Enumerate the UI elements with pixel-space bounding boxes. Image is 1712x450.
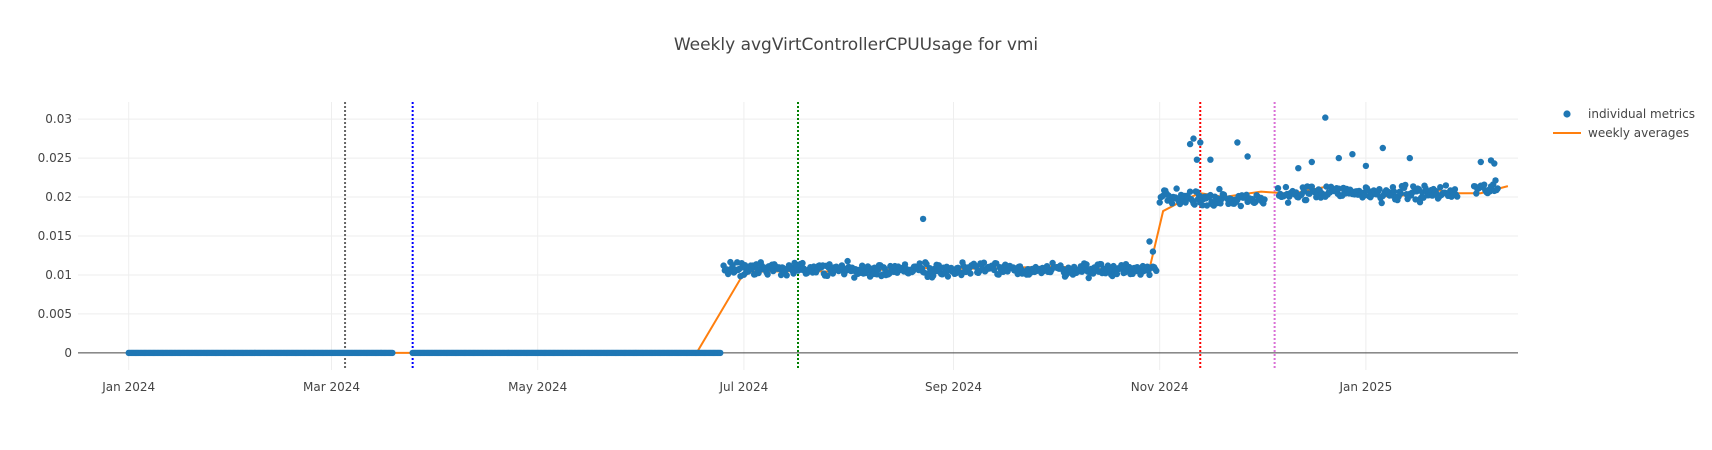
data-point bbox=[1282, 183, 1290, 191]
data-point bbox=[826, 261, 833, 268]
data-point bbox=[1308, 158, 1316, 166]
data-point bbox=[1442, 182, 1450, 189]
data-point bbox=[1186, 188, 1194, 195]
legend: individual metrics weekly averages bbox=[1553, 107, 1695, 140]
data-point bbox=[972, 263, 980, 270]
data-point bbox=[980, 259, 988, 266]
y-tick-label: 0.025 bbox=[38, 151, 72, 165]
data-point bbox=[1207, 156, 1214, 163]
data-point bbox=[1378, 199, 1385, 207]
data-point bbox=[1494, 185, 1501, 192]
data-point bbox=[1402, 181, 1409, 189]
y-tick-label: 0.005 bbox=[38, 307, 72, 321]
y-tick-label: 0 bbox=[64, 346, 72, 360]
vertical-markers bbox=[344, 102, 1276, 370]
data-point bbox=[1362, 162, 1370, 170]
data-point bbox=[1156, 199, 1163, 206]
data-point bbox=[1451, 186, 1459, 193]
data-point bbox=[729, 262, 736, 269]
data-point bbox=[1168, 200, 1176, 207]
x-tick-label: Jul 2024 bbox=[718, 380, 768, 394]
data-point bbox=[1274, 185, 1282, 192]
legend-label-individual-metrics: individual metrics bbox=[1588, 107, 1695, 121]
y-tick-label: 0.01 bbox=[45, 268, 72, 282]
data-point bbox=[844, 257, 851, 265]
x-tick-label: May 2024 bbox=[508, 380, 567, 394]
data-point bbox=[1085, 274, 1092, 282]
data-point bbox=[764, 271, 771, 278]
data-point bbox=[1295, 165, 1302, 172]
legend-label-weekly-averages: weekly averages bbox=[1588, 126, 1689, 140]
x-tick-label: Mar 2024 bbox=[303, 380, 360, 394]
data-point bbox=[1237, 202, 1245, 210]
legend-marker-individual-metrics bbox=[1563, 110, 1571, 118]
data-point bbox=[1149, 248, 1157, 255]
data-point bbox=[1349, 151, 1356, 158]
data-point bbox=[1191, 201, 1198, 208]
data-point bbox=[1406, 154, 1414, 162]
x-tick-label: Nov 2024 bbox=[1131, 380, 1189, 394]
data-point bbox=[1146, 238, 1153, 245]
data-point bbox=[1481, 181, 1488, 188]
chart-title: Weekly avgVirtControllerCPUUsage for vmi bbox=[674, 35, 1038, 55]
data-point bbox=[1113, 270, 1121, 278]
data-point bbox=[1323, 183, 1330, 190]
data-point bbox=[1437, 184, 1444, 191]
data-point bbox=[1379, 144, 1387, 152]
data-point bbox=[1193, 156, 1201, 163]
data-point bbox=[1186, 140, 1194, 148]
data-point bbox=[1491, 160, 1498, 167]
data-point bbox=[1397, 190, 1405, 197]
x-axis-ticks: Jan 2024 Mar 2024 May 2024 Jul 2024 Sep 2024… bbox=[101, 380, 1392, 394]
data-point bbox=[799, 259, 806, 267]
data-point bbox=[824, 272, 831, 279]
data-point bbox=[1203, 202, 1211, 209]
data-point bbox=[1454, 193, 1461, 200]
data-point bbox=[1244, 153, 1251, 160]
data-point bbox=[1197, 139, 1204, 146]
data-point bbox=[1173, 185, 1180, 192]
data-point bbox=[1335, 154, 1343, 162]
data-point bbox=[1492, 177, 1499, 184]
data-point bbox=[1153, 267, 1160, 274]
x-tick-label: Jan 2025 bbox=[1338, 380, 1392, 394]
data-point bbox=[1390, 188, 1398, 195]
x-tick-label: Jan 2024 bbox=[101, 380, 155, 394]
data-point bbox=[1303, 196, 1310, 204]
data-point bbox=[717, 349, 724, 357]
data-point bbox=[1234, 139, 1241, 146]
y-tick-label: 0.02 bbox=[45, 190, 72, 204]
data-point bbox=[1083, 261, 1090, 268]
data-point bbox=[874, 266, 882, 274]
data-point bbox=[1261, 196, 1268, 203]
data-point bbox=[1146, 271, 1153, 279]
data-point bbox=[389, 349, 396, 357]
data-point bbox=[916, 260, 923, 267]
y-axis-ticks: 0 0.005 0.01 0.015 0.02 0.025 0.03 bbox=[38, 112, 72, 360]
data-point bbox=[944, 273, 952, 280]
data-point bbox=[783, 272, 790, 279]
individual-metrics-layer bbox=[125, 114, 1501, 357]
data-point bbox=[1284, 199, 1292, 206]
data-point bbox=[919, 215, 927, 223]
data-point bbox=[967, 270, 974, 277]
data-point bbox=[1190, 135, 1197, 142]
data-point bbox=[1477, 158, 1485, 166]
data-point bbox=[1322, 114, 1329, 121]
data-point bbox=[1376, 186, 1383, 193]
data-point bbox=[741, 262, 749, 269]
x-tick-label: Sep 2024 bbox=[925, 380, 982, 394]
y-tick-label: 0.03 bbox=[45, 112, 72, 126]
data-point bbox=[1216, 185, 1223, 193]
y-tick-label: 0.015 bbox=[38, 229, 72, 243]
